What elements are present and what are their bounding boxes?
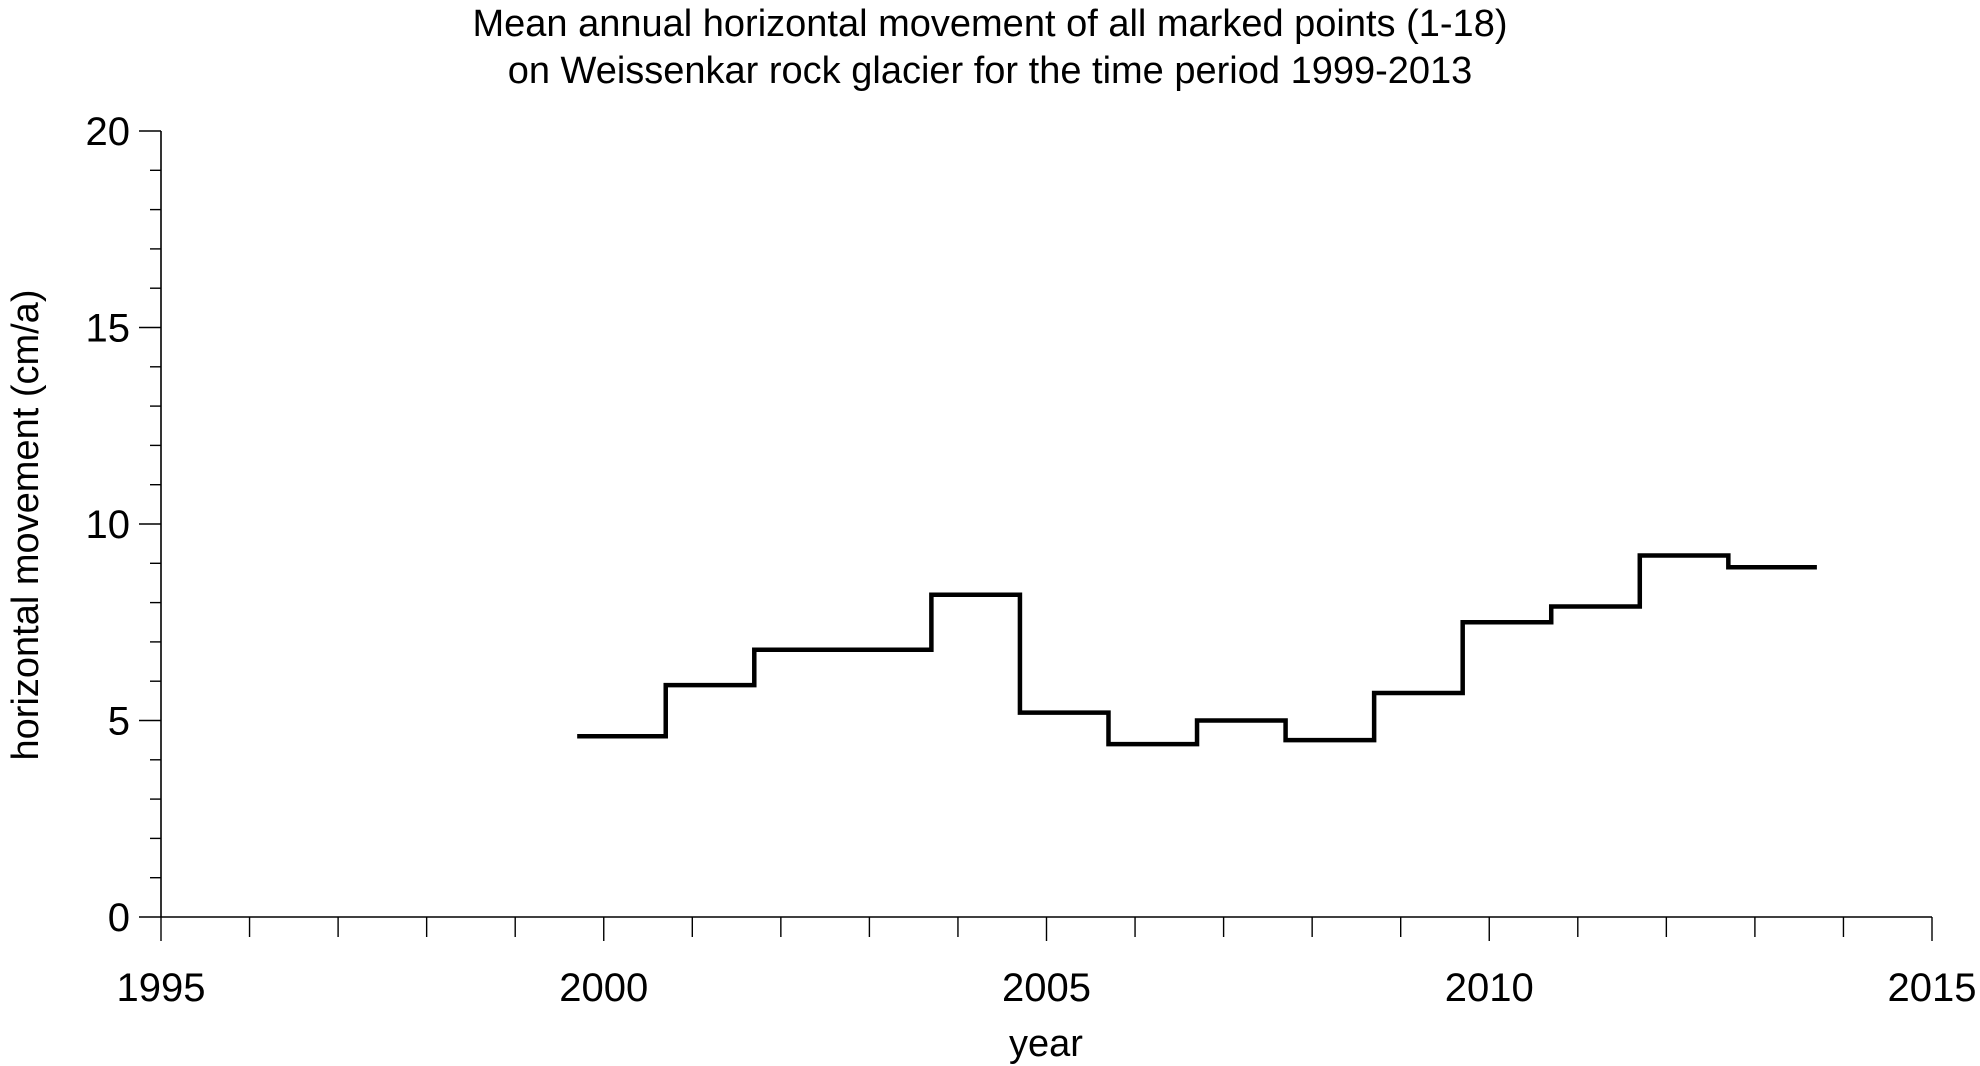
chart-title: Mean annual horizontal movement of all m… [473, 3, 1508, 92]
y-tick-label: 5 [108, 700, 130, 744]
chart-title-line-2: on Weissenkar rock glacier for the time … [508, 50, 1473, 92]
x-tick-label: 2015 [1888, 966, 1977, 1010]
y-tick-label: 10 [86, 503, 131, 547]
y-axis-label: horizontal movement (cm/a) [5, 290, 47, 761]
y-tick-label: 0 [108, 896, 130, 940]
chart-title-line-1: Mean annual horizontal movement of all m… [473, 3, 1508, 45]
x-tick-label: 2005 [1002, 966, 1091, 1010]
axes [160, 131, 1932, 918]
x-axis-ticks: 1995 2000 2005 2010 2015 [117, 917, 1977, 1010]
x-axis-label: year [1009, 1023, 1083, 1065]
x-tick-label: 1995 [117, 966, 206, 1010]
x-tick-label: 2000 [559, 966, 648, 1010]
series-group [577, 553, 1817, 747]
y-tick-label: 15 [86, 307, 131, 351]
y-axis-ticks: 0 5 10 15 20 [86, 110, 161, 940]
y-tick-label: 20 [86, 110, 131, 154]
series-line [577, 553, 1817, 747]
x-tick-label: 2010 [1445, 966, 1534, 1010]
